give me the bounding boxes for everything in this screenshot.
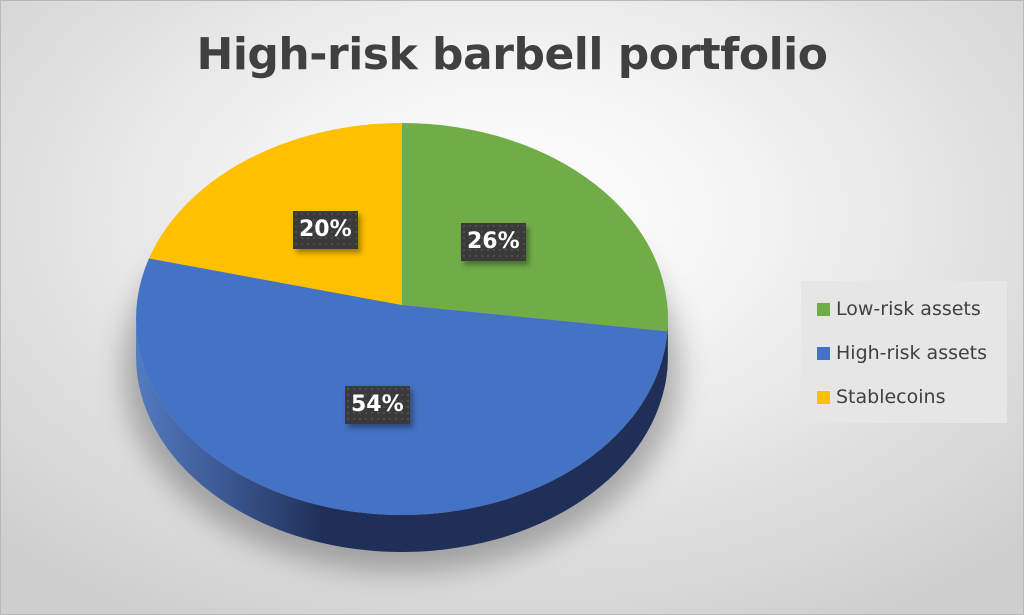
legend-item-low-risk[interactable]: Low-risk assets [817,287,1007,331]
legend-label: High-risk assets [836,342,988,364]
data-label-low-risk: 26% [461,223,526,261]
data-label-stablecoins: 20% [293,211,358,249]
legend-item-stablecoins[interactable]: Stablecoins [817,375,1007,419]
pie-slice-stablecoins[interactable] [149,123,402,305]
legend-swatch-icon [817,346,830,360]
legend-swatch-icon [817,390,830,404]
legend-label: Stablecoins [836,386,946,408]
pie-slice-low-risk-assets[interactable] [402,123,668,332]
data-label-high-risk: 54% [345,386,410,424]
legend-swatch-icon [817,302,830,316]
chart-title: High-risk barbell portfolio [196,29,828,80]
legend-label: Low-risk assets [836,298,981,320]
legend: Low-risk assets High-risk assets Stablec… [801,281,1007,423]
legend-item-high-risk[interactable]: High-risk assets [817,331,1007,375]
